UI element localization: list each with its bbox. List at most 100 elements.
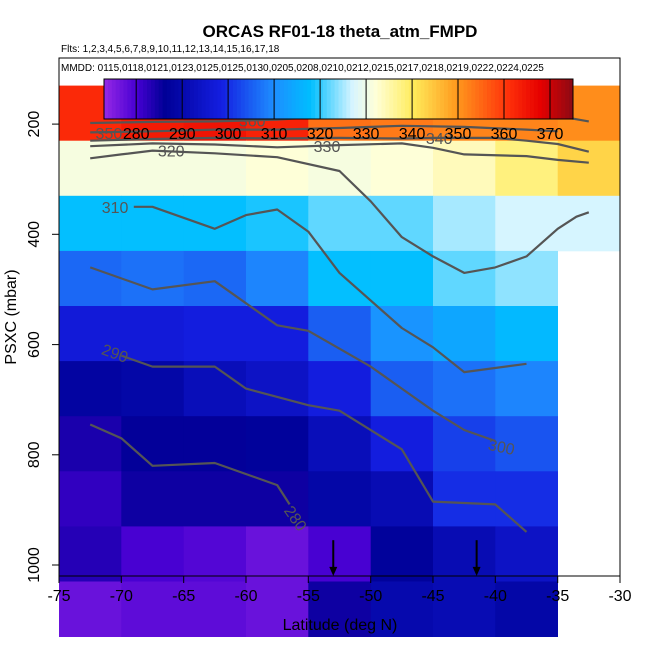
heatmap-cell [246, 581, 309, 637]
colorbar-swatch [479, 79, 484, 119]
colorbar-swatch [530, 79, 535, 119]
colorbar-swatch [354, 79, 359, 119]
colorbar-swatch [440, 79, 445, 119]
colorbar-swatch [107, 79, 113, 119]
colorbar-swatch [260, 79, 265, 119]
heatmap-cell [308, 581, 371, 637]
heatmap-cell [59, 526, 122, 582]
colorbar-swatch [397, 79, 402, 119]
heatmap-cell [495, 416, 558, 472]
colorbar-ticks: 280 290 300 310 320 330 340 350 360 370 [123, 79, 564, 143]
colorbar-swatch [174, 79, 179, 119]
contour-lines [89, 114, 590, 533]
colorbar-swatch [127, 79, 132, 119]
colorbar-swatch [483, 79, 488, 119]
colorbar-swatch [146, 79, 152, 119]
heatmap-cell [121, 471, 184, 527]
colorbar-swatch [256, 79, 261, 119]
contour-line-280 [89, 423, 291, 505]
heatmap-cell [308, 306, 371, 362]
colorbar-swatch [158, 79, 164, 119]
colorbar-swatch [205, 79, 211, 119]
colorbar-swatch [123, 79, 128, 119]
colorbar-swatch [549, 79, 554, 119]
heatmap-cell [433, 195, 496, 252]
heatmap-cell [121, 526, 184, 582]
colorbar-tick-label: 360 [491, 126, 518, 143]
colorbar-swatch [490, 79, 496, 119]
colorbar-swatch [424, 79, 429, 119]
colorbar-swatch [209, 79, 214, 119]
colorbar-swatch [428, 79, 433, 119]
contour-line-300 [89, 266, 496, 443]
heatmap-cell [246, 416, 309, 472]
colorbar-swatch [225, 79, 230, 119]
flight-arrow-head [329, 566, 338, 576]
contour-label: 310 [102, 200, 129, 217]
y-tick-label: 200 [26, 111, 43, 138]
heatmap-cell [433, 416, 496, 472]
colorbar-swatch [432, 79, 437, 119]
colorbar-swatch [143, 79, 148, 119]
x-tick-label: -45 [421, 588, 444, 605]
colorbar-swatch [299, 79, 304, 119]
heatmap-cell [370, 195, 434, 252]
heatmap-cell [433, 471, 496, 527]
colorbar-swatch [350, 79, 355, 119]
contour-line-340 [90, 136, 590, 153]
heatmap-cell [59, 306, 122, 362]
heatmap-cell [370, 581, 434, 637]
colorbar-swatch [365, 79, 371, 119]
colorbar-swatch [275, 79, 281, 119]
colorbar-tick-label: 350 [445, 126, 472, 143]
colorbar-swatch [252, 79, 257, 119]
heatmap-cells [59, 85, 621, 637]
heatmap-cell [308, 195, 371, 252]
colorbar-tick-label: 370 [537, 126, 564, 143]
heatmap-cell [433, 526, 496, 582]
heatmap-cell [246, 250, 309, 307]
contour-label: 320 [158, 144, 185, 161]
colorbar-swatch [342, 79, 347, 119]
colorbar-swatch [451, 79, 457, 119]
heatmap-cell [59, 581, 122, 637]
colorbar-swatch [510, 79, 515, 119]
colorbar-tick-label: 340 [399, 126, 426, 143]
colorbar-swatch [221, 79, 226, 119]
colorbar-swatch [201, 79, 207, 119]
x-axis: -75 -70 -65 -60 -55 -50 -45 -40 -35 -30 [47, 576, 632, 605]
colorbar-swatch [494, 79, 500, 119]
colorbar-tick-label: 290 [169, 126, 196, 143]
colorbar-swatch [514, 79, 519, 119]
colorbar-swatch [533, 79, 539, 119]
colorbar-swatch [506, 79, 511, 119]
colorbar-tick-label: 330 [353, 126, 380, 143]
colorbar-swatch [248, 79, 254, 119]
heatmap-cell [495, 361, 558, 417]
colorbar-swatch [104, 79, 109, 119]
colorbar-swatch [436, 79, 441, 119]
colorbar-swatch [283, 79, 289, 119]
colorbar-swatch [197, 79, 203, 119]
heatmap-cell [183, 526, 247, 582]
colorbar-swatch [385, 79, 390, 119]
heatmap-cell [433, 250, 496, 307]
colorbar-swatch [545, 79, 551, 119]
colorbar-swatch [279, 79, 285, 119]
heatmap-cell [495, 471, 558, 527]
heatmap-cell [370, 250, 434, 307]
x-tick-label: -65 [172, 588, 195, 605]
y-axis-label: PSXC (mbar) [3, 269, 20, 364]
colorbar-swatch [393, 79, 398, 119]
x-tick-label: -40 [484, 588, 507, 605]
heatmap-cell [59, 195, 122, 252]
heatmap-cell [246, 306, 309, 362]
colorbar-swatch [377, 79, 382, 119]
colorbar-swatch [213, 79, 218, 119]
colorbar-tick-label: 300 [215, 126, 242, 143]
y-axis: 200 400 600 800 1000 [26, 111, 59, 583]
heatmap-cell [183, 195, 247, 252]
colorbar-swatch [240, 79, 246, 119]
colorbar-swatch [338, 79, 343, 119]
heatmap-cell [495, 526, 558, 582]
